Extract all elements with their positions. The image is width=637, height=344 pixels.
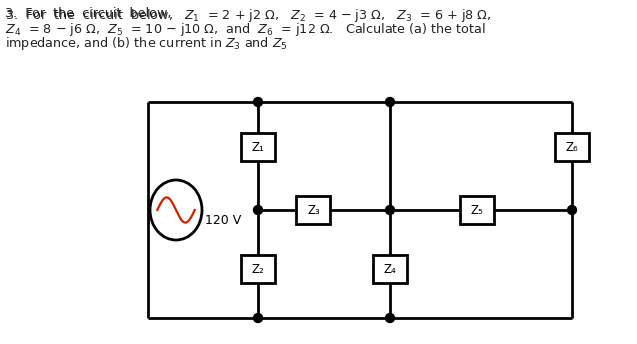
Text: Z₄: Z₄ (383, 263, 396, 276)
Text: 3.  For  the  circuit  below,   $Z_1$  = 2 + j2 Ω,   $Z_2$  = 4 − j3 Ω,   $Z_3$ : 3. For the circuit below, $Z_1$ = 2 + j2… (5, 7, 491, 24)
Circle shape (385, 97, 394, 107)
FancyBboxPatch shape (373, 255, 407, 283)
Text: Z₂: Z₂ (252, 263, 264, 276)
Circle shape (385, 313, 394, 323)
FancyBboxPatch shape (555, 133, 589, 161)
Text: 120 V: 120 V (205, 214, 241, 227)
Circle shape (254, 205, 262, 215)
Circle shape (568, 205, 576, 215)
Text: Z₃: Z₃ (307, 204, 320, 216)
Text: 3.  For  the  circuit  below,: 3. For the circuit below, (5, 7, 180, 20)
Circle shape (254, 313, 262, 323)
Text: impedance, and (b) the current in $Z_3$ and $Z_5$: impedance, and (b) the current in $Z_3$ … (5, 35, 288, 52)
FancyBboxPatch shape (296, 196, 331, 224)
Circle shape (385, 205, 394, 215)
FancyBboxPatch shape (241, 255, 275, 283)
FancyBboxPatch shape (461, 196, 494, 224)
Text: Z₅: Z₅ (471, 204, 483, 216)
Text: Z₁: Z₁ (252, 141, 264, 154)
Circle shape (254, 97, 262, 107)
FancyBboxPatch shape (241, 133, 275, 161)
Text: Z₆: Z₆ (566, 141, 578, 154)
Text: $Z_4$  = 8 − j6 Ω,  $Z_5$  = 10 − j10 Ω,  and  $Z_6$  = j12 Ω.   Calculate (a) t: $Z_4$ = 8 − j6 Ω, $Z_5$ = 10 − j10 Ω, an… (5, 21, 485, 38)
